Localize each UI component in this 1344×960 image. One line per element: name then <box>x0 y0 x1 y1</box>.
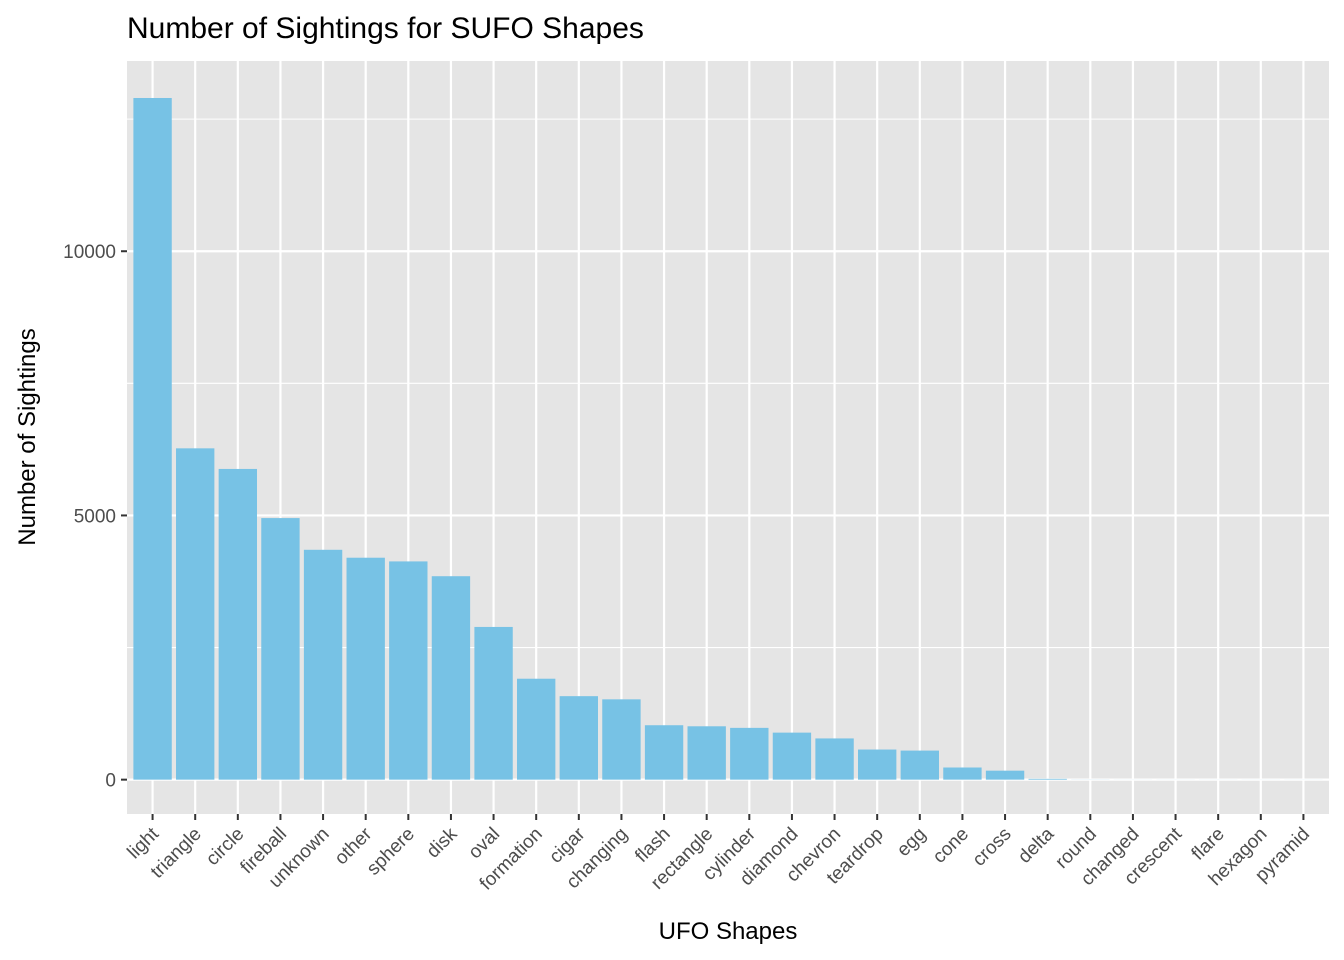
bar-other <box>346 557 385 780</box>
x-tick-label-delta: delta <box>1014 823 1058 867</box>
bar-sphere <box>389 561 428 780</box>
y-tick-label: 10000 <box>63 242 116 263</box>
bar-unknown <box>303 549 343 780</box>
bars <box>133 97 1323 780</box>
bar-cylinder <box>730 727 769 780</box>
bar-fireball <box>261 518 300 780</box>
x-tick-label-disk: disk <box>423 823 462 862</box>
x-tick-label-cone: cone <box>929 824 973 868</box>
x-tick-label-sphere: sphere <box>363 824 419 880</box>
bar-egg <box>900 750 939 780</box>
bar-rectangle <box>687 726 726 780</box>
bar-cone <box>943 767 982 780</box>
bar-disk <box>431 576 471 780</box>
bar-flash <box>644 725 684 780</box>
y-tick-label: 0 <box>105 771 116 792</box>
y-axis: 0 5000 10000 <box>63 242 127 792</box>
x-tick-label-cross: cross <box>969 824 1016 871</box>
bar-oval <box>474 626 513 780</box>
bar-diamond <box>772 732 812 780</box>
x-axis-title: UFO Shapes <box>659 918 798 945</box>
bar-circle <box>218 468 258 780</box>
bar-changing <box>602 699 641 780</box>
bar-cross <box>985 770 1025 780</box>
bar-cigar <box>559 696 598 780</box>
bar-triangle <box>176 448 215 780</box>
chart-title: Number of Sightings for SUFO Shapes <box>127 12 644 45</box>
x-axis: lighttrianglecirclefireballunknownothers… <box>124 814 1314 895</box>
bar-teardrop <box>858 749 897 780</box>
y-tick-label: 5000 <box>74 506 116 527</box>
bar-formation <box>517 678 556 780</box>
x-tick-label-egg: egg <box>893 824 930 861</box>
bar-chevron <box>815 738 854 780</box>
bar-delta <box>1028 778 1067 780</box>
bar-light <box>133 97 172 780</box>
y-axis-title: Number of Sightings <box>14 328 41 545</box>
